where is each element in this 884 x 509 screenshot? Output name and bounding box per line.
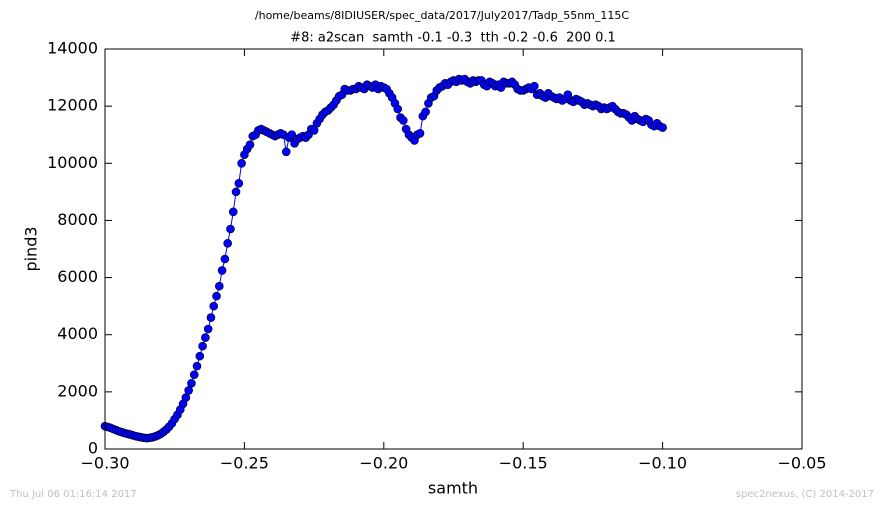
chart-suptitle: /home/beams/8IDIUSER/spec_data/2017/July… [255, 9, 630, 22]
y-tick-label: 10000 [47, 153, 98, 172]
data-point [415, 128, 425, 138]
data-point [192, 361, 202, 371]
plot-frame [104, 48, 803, 450]
data-point [215, 281, 224, 291]
data-point [237, 158, 246, 168]
x-tick-label: −0.20 [359, 454, 408, 473]
data-point [220, 254, 230, 264]
data-point [309, 126, 319, 135]
data-point [231, 187, 241, 197]
y-axis-label: pind3 [22, 226, 41, 271]
footer-left: Thu Jul 06 01:16:14 2017 [9, 489, 137, 500]
data-point [234, 178, 244, 188]
x-axis-label: samth [428, 479, 478, 498]
y-tick-label: 14000 [47, 39, 98, 58]
data-point [203, 324, 213, 334]
data-point [195, 351, 205, 361]
data-point [198, 341, 207, 351]
y-tick-label: 2000 [57, 381, 98, 400]
data-point [223, 238, 232, 248]
x-tick-label: −0.30 [80, 454, 129, 473]
data-point [530, 81, 539, 91]
x-tick-label: −0.15 [499, 454, 548, 473]
data-point [399, 116, 408, 125]
data-point [393, 104, 403, 114]
data-point [187, 378, 196, 388]
y-tick-label: 0 [88, 439, 98, 458]
y-tick-label: 4000 [57, 324, 98, 343]
data-point [206, 313, 216, 322]
x-tick-label: −0.05 [777, 454, 826, 473]
data-point [421, 107, 430, 117]
data-point [209, 301, 219, 311]
footer-right: spec2nexus, (C) 2014-2017 [736, 489, 874, 500]
data-point [226, 224, 235, 234]
x-tick-label: −0.25 [220, 454, 269, 473]
data-point [245, 140, 255, 150]
data-point [217, 266, 227, 275]
y-tick-label: 12000 [47, 96, 98, 115]
y-tick-label: 6000 [57, 267, 98, 286]
chart-title: #8: a2scan samth -0.1 -0.3 tth -0.2 -0.6… [290, 31, 616, 46]
y-tick-label: 8000 [57, 210, 98, 229]
data-point [181, 393, 191, 402]
data-point [189, 370, 199, 380]
data-point [184, 386, 193, 395]
x-tick-label: −0.10 [638, 454, 687, 473]
data-point [201, 333, 210, 342]
data-point [212, 291, 221, 301]
data-point [281, 147, 291, 157]
data-point [658, 123, 667, 132]
data-point [228, 207, 238, 217]
